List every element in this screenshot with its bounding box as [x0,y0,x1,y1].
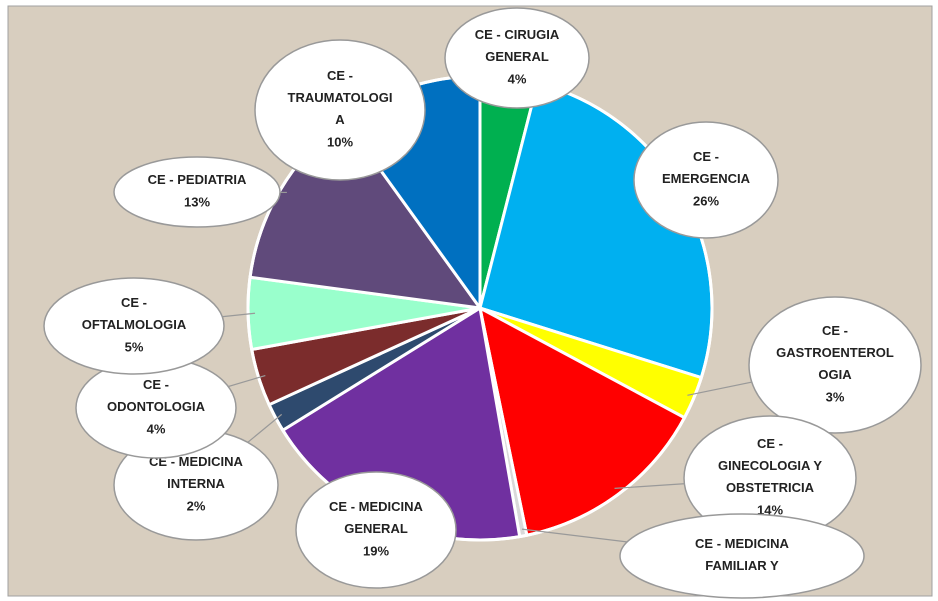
label-line: CE - [757,436,783,451]
label-line: CE - MEDICINA [329,499,424,514]
label-line: CE - [143,377,169,392]
label-line: FAMILIAR Y [705,558,779,573]
value-label: 10% [327,134,353,149]
callout [444,7,590,109]
callout [43,277,225,375]
label-line: CE - [822,323,848,338]
value-label: 14% [757,502,783,517]
callout-label: CE - TRAUMATOLOGI A [288,68,393,127]
label-line: GASTROENTEROL [776,345,894,360]
callout [254,39,426,181]
callout-label: CE - GINECOLOGIA Y OBSTETRICIA [718,436,822,495]
label-line: GENERAL [344,521,408,536]
callout [619,513,865,599]
label-line: GINECOLOGIA Y [718,458,822,473]
callout-label: CE - GASTROENTEROL OGIA [776,323,894,382]
callout [748,296,922,434]
value-label: 19% [363,543,389,558]
label-line: OGIA [818,367,852,382]
label-line: CE - MEDICINA [695,536,790,551]
value-label: 13% [184,194,210,209]
label-line: A [335,112,345,127]
callout-label: CE - MEDICINA GENERAL [329,499,424,536]
label-line: ODONTOLOGIA [107,399,206,414]
value-label: 26% [693,193,719,208]
value-label: 4% [508,71,527,86]
label-line: CE - MEDICINA [149,454,244,469]
value-label: 4% [147,421,166,436]
label-line: CE - [121,295,147,310]
label-line: CE - [327,68,353,83]
callout [295,471,457,589]
callout-label: CE - EMERGENCIA [662,149,751,186]
callout-label: CE - OFTALMOLOGIA [82,295,187,332]
callout-label: CE - MEDICINA FAMILIAR Y [695,536,790,573]
label-line: OBSTETRICIA [726,480,815,495]
label-line: TRAUMATOLOGI [288,90,393,105]
value-label: 2% [187,498,206,513]
label-line: CE - PEDIATRIA [148,172,247,187]
label-line: OFTALMOLOGIA [82,317,187,332]
callout [113,156,281,228]
value-label: 5% [125,339,144,354]
callout-label: CE - ODONTOLOGIA [107,377,206,414]
callout-label: CE - CIRUGIA GENERAL [475,27,560,64]
label-line: GENERAL [485,49,549,64]
label-line: EMERGENCIA [662,171,751,186]
label-line: CE - [693,149,719,164]
callout-label: CE - MEDICINA INTERNA [149,454,244,491]
callout-label: CE - PEDIATRIA [148,172,247,187]
value-label: 3% [826,389,845,404]
callout [633,121,779,239]
label-line: CE - CIRUGIA [475,27,560,42]
label-line: INTERNA [167,476,225,491]
